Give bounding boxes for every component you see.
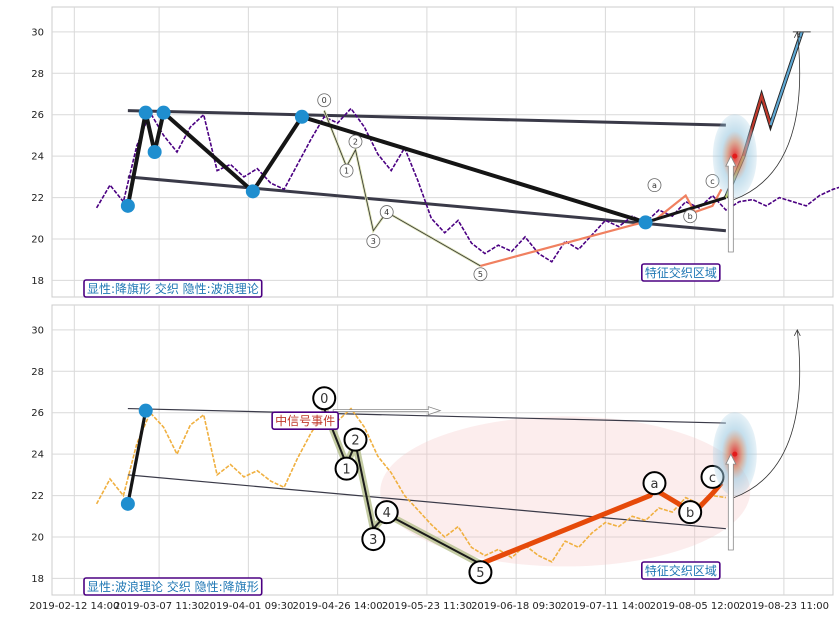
y-tick-label: 24 [31,152,44,163]
zone-pointer-arrow [725,453,737,551]
y-tick-label: 28 [31,69,44,80]
flag-upper-line [127,109,726,127]
pivot-marker [156,105,171,120]
pattern-label: 显性:降旗形 交织 隐性:波浪理论 [87,281,259,296]
wave-label-circle [366,234,381,248]
abc-label-circle [647,178,662,193]
flag-lower-line [127,474,726,530]
wave-label-text: 4 [384,208,389,217]
pivot-marker [138,105,153,120]
x-tick-label: 2019-08-05 12:00 [650,601,740,612]
wave-label-text: 4 [383,506,391,521]
y-tick-label: 28 [31,367,44,378]
y-tick-label: 30 [31,325,44,336]
pivot-marker [138,403,153,418]
x-tick-label: 2019-02-12 14:00 [29,601,119,612]
y-tick-label: 26 [31,110,44,121]
wave-path-line [323,408,481,565]
signal-zone-ellipse [380,416,751,567]
intersection-point [732,451,738,457]
abc-label-circle [642,471,667,496]
intersection-point [732,153,738,159]
x-tick-label: 2019-03-07 11:30 [114,601,204,612]
panel-top: 18 20 22 24 26 28 30 0 1 2 3 4 5 a b c 显性:降旗形 交织 隐性:波浪理论… [31,6,839,298]
wave-label-text: 1 [342,463,350,478]
plot-area [51,6,834,298]
breakout-segment [769,31,803,126]
pivot-marker [294,109,309,124]
wave-path-line [323,110,481,267]
pivot-marker [147,145,162,159]
zone-label-box [641,561,721,580]
wave-label-text: 3 [369,533,377,548]
abc-label-text: c [709,471,716,486]
x-tick-label: 2019-04-26 14:00 [293,601,383,612]
wave-label-circle [312,386,337,411]
x-tick-label: 2019-04-01 09:30 [203,601,293,612]
abc-label-text: b [686,506,694,521]
target-curve-arrow [733,31,801,201]
wave-label-circle [468,560,493,585]
x-tick-label: 2019-08-23 11:00 [739,601,829,612]
pattern-label-box [83,279,263,298]
abc-label-text: b [688,212,693,221]
y-tick-label: 18 [31,574,44,585]
wave-label-text: 0 [320,392,328,407]
y-tick-label: 26 [31,408,44,419]
abc-label-text: a [652,181,657,190]
abc-label-text: a [651,477,659,492]
pattern-label-box [83,577,263,596]
target-curve-arrowhead [793,328,801,337]
wave-label-text: 0 [322,96,327,105]
zone-label: 特征交织区域 [645,563,717,578]
target-curve-arrowhead [793,30,801,39]
y-tick-label: 30 [31,27,44,38]
target-curve-arrow [733,329,801,499]
zone-label: 特征交织区域 [645,265,717,280]
wave-label-text: 2 [353,138,358,147]
y-tick-label: 18 [31,276,44,287]
pivot-marker [120,198,135,213]
wave-label-circle [379,205,394,219]
panel-bottom: 18 20 22 24 26 28 30 0 12 34 5 a b c 显性:波浪理论 交织 隐性:降旗形… [29,304,834,612]
wave-label-circle [334,456,359,481]
flag-upper-line [127,407,726,424]
y-tick-label: 22 [31,491,44,502]
wave-label-circle [339,163,354,178]
signal-label: 中信号事件 [275,413,335,428]
x-tick-label: 2019-05-23 11:30 [382,601,472,612]
x-tick-label: 2019-07-11 14:00 [560,601,650,612]
wave-label-text: 3 [371,237,376,246]
wave-label-circle [343,427,368,452]
wave-label-circle [348,134,363,149]
wave-label-circle [473,267,488,282]
wave-label-text: 1 [344,167,349,176]
pivot-line [126,410,148,505]
y-tick-label: 20 [31,533,44,544]
wave-label-circle [374,500,399,525]
wave-label-circle [361,527,386,552]
wave-label-text: 5 [478,270,483,279]
pivot-marker [245,184,260,199]
y-tick-label: 24 [31,450,44,461]
signal-arrow [332,406,442,416]
zone-pointer-arrow [725,155,737,253]
wave-label-circle [317,93,332,108]
y-tick-label: 22 [31,193,44,204]
pattern-label: 显性:波浪理论 交织 隐性:降旗形 [87,579,259,594]
zone-label-box [641,263,721,282]
wave-label-text: 5 [476,566,484,581]
y-tick-label: 20 [31,235,44,246]
pivot-marker [120,496,135,511]
price-series-line [95,407,727,563]
signal-label-box [271,411,339,430]
x-tick-label: 2019-06-18 09:30 [471,601,561,612]
abc-label-circle [678,500,703,525]
abc-label-circle [683,209,698,224]
abc-label-text: c [710,177,714,186]
wave-label-text: 2 [351,434,359,449]
pivot-marker [638,215,653,230]
